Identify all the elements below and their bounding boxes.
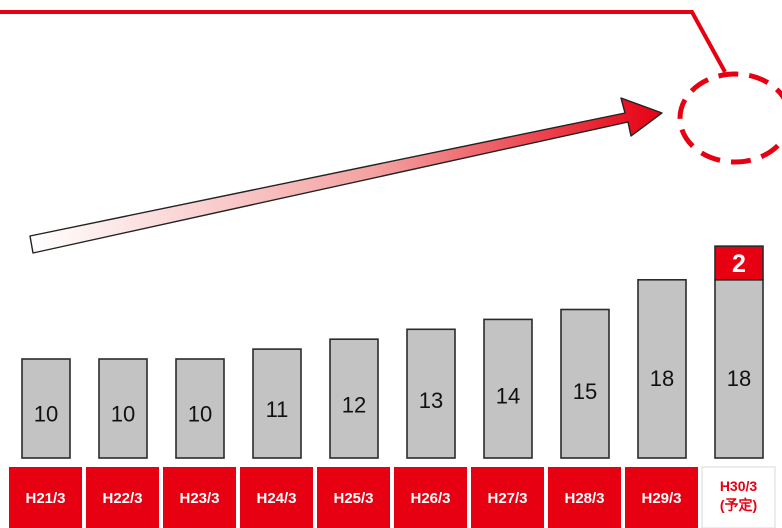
category-band [701,466,776,528]
category-label: H30/3 [720,478,758,494]
trend-arrow [29,97,663,254]
bar-value-label: 18 [650,366,674,391]
category-band [625,467,698,528]
category-band [240,467,313,528]
category-band [548,467,621,528]
category-label: H27/3 [487,490,527,507]
category-band [471,467,544,528]
category-note: (予定) [720,497,757,513]
bar-value-label: 15 [573,379,597,404]
bar-value-label: 13 [419,388,443,413]
bar-H28/3 [560,308,610,459]
category-label: H23/3 [179,490,219,507]
bar-H25/3 [329,338,379,459]
category-label: H21/3 [25,490,65,507]
category-band [317,467,390,528]
category-label: H28/3 [564,490,604,507]
bar-H23/3 [175,358,225,459]
increase-segment [714,245,764,281]
bar-value-label: 10 [34,401,58,426]
increase-value-label: 2 [732,250,746,278]
bar-H26/3 [406,328,456,459]
bar-H21/3 [21,358,71,459]
category-band [163,467,236,528]
category-labels-group: H21/3 H22/3 H23/3 H24/3 H25/3 H26/3 H27/3 H28/3… [9,466,776,528]
bar-value-label: 12 [342,393,366,418]
bar-H27/3 [483,318,533,459]
category-band [394,467,467,528]
bar-H29/3 [637,278,687,459]
connector-line [0,10,727,73]
bar-H22/3 [98,358,148,459]
category-band [86,467,159,528]
category-label: H22/3 [102,490,142,507]
bar-value-label: 10 [111,401,135,426]
bar-value-label: 10 [188,401,212,426]
bar-H30/3 [714,278,764,459]
category-label: H29/3 [641,490,681,507]
bar-value-label: 11 [266,397,289,422]
category-label: H26/3 [410,490,450,507]
bar-value-label: 18 [727,366,751,391]
category-label: H24/3 [256,490,296,507]
highlight-circle [677,71,782,165]
bars-group: 10 10 10 11 12 13 14 15 18 18 2 [21,245,764,459]
category-band [9,467,82,528]
bar-H24/3 [252,348,302,459]
category-label: H25/3 [333,490,373,507]
bar-value-label: 14 [496,384,520,409]
